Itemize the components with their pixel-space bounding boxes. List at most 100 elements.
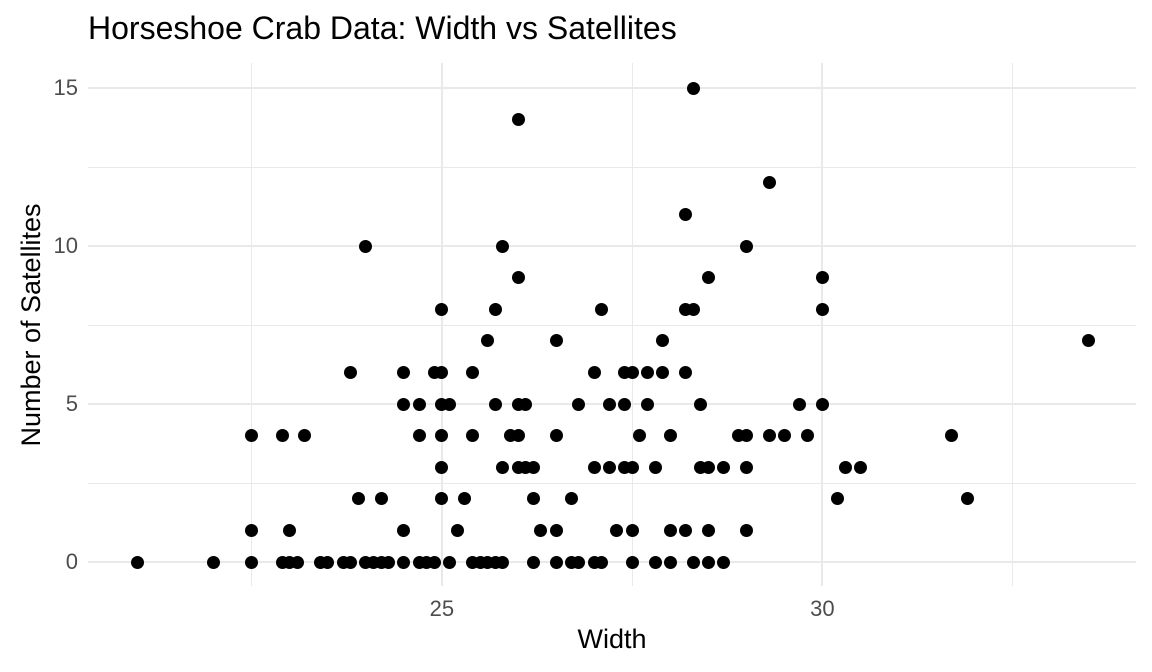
data-point [602,397,616,411]
data-point [435,460,449,474]
data-point [815,302,829,316]
data-point [739,460,753,474]
y-major-gridline [88,245,1136,247]
data-point [1082,334,1096,348]
data-point [610,523,624,537]
data-point [762,176,776,190]
data-point [625,365,639,379]
x-major-gridline [440,63,443,586]
data-point [412,397,426,411]
data-point [283,523,297,537]
data-point [549,523,563,537]
data-point [800,429,814,443]
data-point [686,555,700,569]
data-point [602,460,616,474]
data-point [488,397,502,411]
data-point [481,334,495,348]
data-point [945,429,959,443]
data-point [245,555,259,569]
data-point [351,492,365,506]
data-point [549,429,563,443]
data-point [435,302,449,316]
data-point [496,555,510,569]
data-point [625,523,639,537]
x-minor-gridline [1012,63,1014,586]
y-major-gridline [88,87,1136,89]
data-point [511,113,525,127]
data-point [831,492,845,506]
data-point [625,460,639,474]
data-point [344,555,358,569]
data-point [382,555,396,569]
data-point [549,334,563,348]
data-point [572,555,586,569]
data-point [717,555,730,569]
y-tick-label: 10 [53,233,78,258]
data-point [458,492,472,506]
data-point [443,555,456,569]
x-axis-title: Width [577,624,647,654]
x-tick-label: 30 [810,596,835,621]
x-minor-gridline [631,63,633,586]
data-point [526,555,540,569]
data-point [397,397,411,411]
data-point [321,555,335,569]
y-major-gridline [88,561,1136,563]
data-point [564,492,578,506]
data-point [640,365,654,379]
data-point [412,429,426,443]
data-point [245,523,259,537]
data-point [465,365,479,379]
data-point [397,555,411,569]
data-point [298,429,312,443]
data-point [648,555,662,569]
data-point [678,523,692,537]
data-point [694,397,708,411]
data-point [739,429,753,443]
data-point [663,523,677,537]
data-point [701,460,715,474]
data-point [625,555,639,569]
data-point [739,239,753,253]
data-point [701,271,715,285]
data-point [488,302,502,316]
data-point [663,555,677,569]
data-point [678,207,692,221]
y-tick-label: 5 [65,391,78,416]
data-point [777,429,791,443]
data-point [465,429,479,443]
data-point [701,555,715,569]
data-point [534,523,548,537]
data-point [549,555,563,569]
data-point [595,555,609,569]
data-point [427,555,441,569]
y-minor-gridline [88,166,1136,168]
x-tick-label: 25 [429,596,455,621]
y-minor-gridline [88,482,1136,484]
data-point [397,365,411,379]
data-point [526,460,540,474]
data-point [275,429,289,443]
x-minor-gridline [251,63,253,586]
data-point [656,365,670,379]
data-point [762,429,776,443]
data-point [648,460,662,474]
data-point [496,460,510,474]
data-point [572,397,586,411]
data-point [587,460,601,474]
data-point [290,555,304,569]
y-tick-label: 0 [65,549,78,574]
data-point [595,302,609,316]
data-point [526,492,540,506]
y-tick-label: 15 [53,75,78,100]
data-point [245,429,259,443]
data-point [359,239,373,253]
data-point [678,365,692,379]
data-point [344,365,358,379]
data-point [450,523,464,537]
data-point [519,397,533,411]
data-point [815,271,829,285]
data-point [960,492,974,506]
data-point [793,397,807,411]
